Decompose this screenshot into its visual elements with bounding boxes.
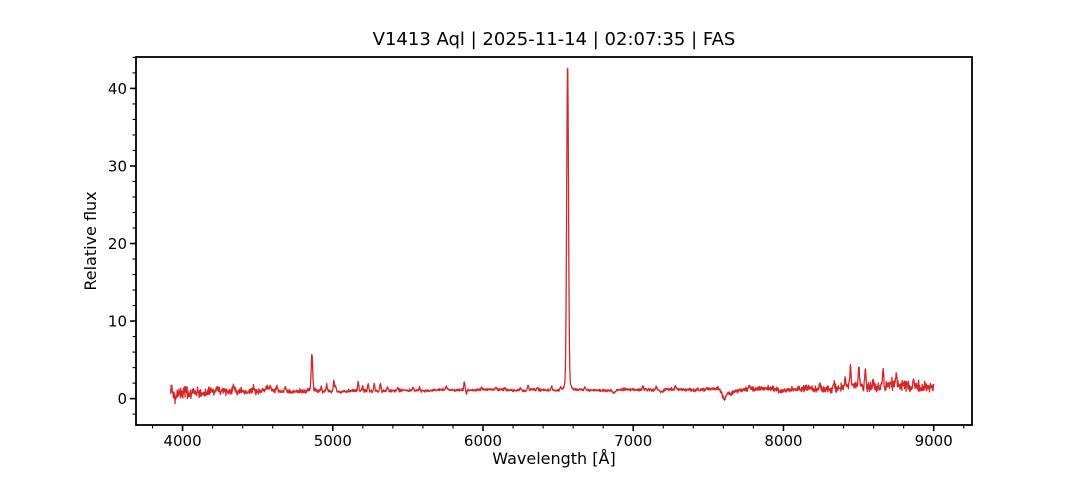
x-axis-label: Wavelength [Å] — [492, 449, 615, 468]
y-axis-label: Relative flux — [81, 191, 100, 290]
y-tick-label: 40 — [108, 80, 127, 98]
plot-area — [136, 57, 972, 425]
plot-title: V1413 Aql | 2025-11-14 | 02:07:35 | FAS — [373, 29, 736, 50]
y-tick-labels: 0 10 20 30 40 — [108, 80, 127, 408]
x-tick-label: 4000 — [163, 432, 201, 450]
x-tick-label: 7000 — [614, 432, 652, 450]
x-tick-labels: 4000 5000 6000 7000 8000 9000 — [163, 432, 952, 450]
x-tick-label: 9000 — [915, 432, 953, 450]
x-major-ticks — [181, 425, 935, 431]
y-tick-label: 20 — [108, 235, 127, 253]
spectrum-line — [169, 67, 935, 405]
y-tick-label: 0 — [117, 390, 127, 408]
y-tick-label: 30 — [108, 157, 127, 175]
y-major-ticks — [130, 87, 136, 400]
x-tick-label: 5000 — [314, 432, 352, 450]
y-tick-label: 10 — [108, 313, 127, 331]
plot-spines — [135, 56, 973, 426]
x-tick-label: 6000 — [464, 432, 502, 450]
x-tick-label: 8000 — [764, 432, 802, 450]
